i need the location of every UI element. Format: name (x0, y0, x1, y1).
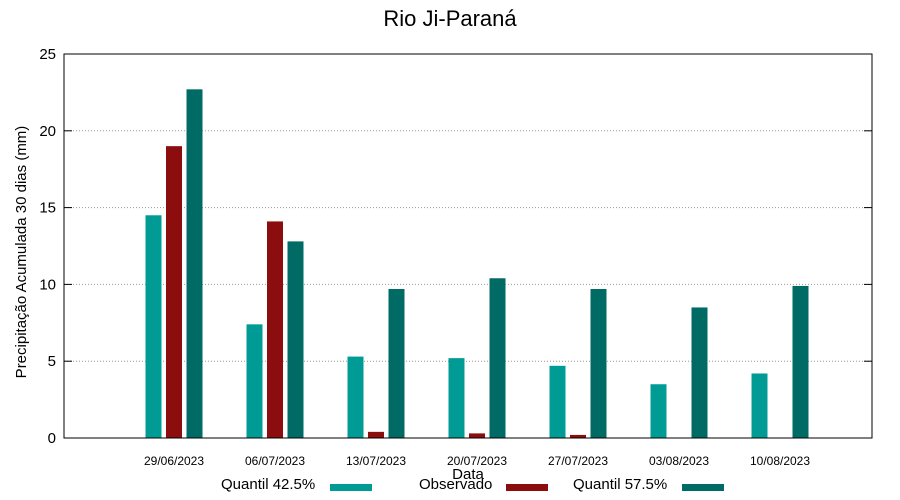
legend-label: Quantil 42.5% (221, 476, 316, 493)
chart-legend: Quantil 42.5% Observado Quantil 57.5% (0, 476, 900, 496)
x-tick-label: 20/07/2023 (447, 454, 507, 468)
bar (489, 278, 506, 438)
y-tick-label: 15 (39, 200, 56, 217)
bar (145, 215, 162, 438)
x-tick-label: 27/07/2023 (548, 454, 608, 468)
bar (549, 365, 566, 438)
x-tick-label: 13/07/2023 (346, 454, 406, 468)
bar (287, 241, 304, 438)
bar (368, 431, 384, 438)
bar (347, 356, 364, 438)
bar (388, 289, 405, 438)
bar (469, 433, 485, 438)
bar (792, 285, 809, 438)
y-tick-label: 10 (39, 276, 56, 293)
y-tick-label: 5 (48, 353, 56, 370)
plot-frame (63, 53, 873, 439)
chart-title: Rio Ji-Paraná (383, 6, 517, 31)
bar (246, 324, 263, 438)
bar (751, 373, 768, 438)
legend-swatch (682, 484, 724, 491)
bar (267, 221, 283, 438)
x-tick-label: 29/06/2023 (144, 454, 204, 468)
bar (186, 89, 203, 438)
x-tick-label: 03/08/2023 (649, 454, 709, 468)
x-axis-label: Data (452, 466, 484, 483)
x-tick-label: 06/07/2023 (245, 454, 305, 468)
legend-swatch (506, 484, 548, 491)
y-tick-label: 0 (48, 430, 56, 447)
x-tick-label: 10/08/2023 (750, 454, 810, 468)
bar (590, 289, 607, 438)
bar (650, 384, 667, 438)
bar (691, 307, 708, 438)
legend-label: Observado (419, 476, 493, 493)
bar (166, 146, 182, 438)
y-tick-label: 20 (39, 123, 56, 140)
legend-label: Quantil 57.5% (573, 476, 668, 493)
bar (448, 358, 465, 438)
legend-swatch (330, 484, 372, 491)
y-tick-label: 25 (39, 46, 56, 63)
bar (570, 434, 586, 438)
y-axis-label: Precipitação Acumulada 30 dias (mm) (13, 126, 30, 379)
